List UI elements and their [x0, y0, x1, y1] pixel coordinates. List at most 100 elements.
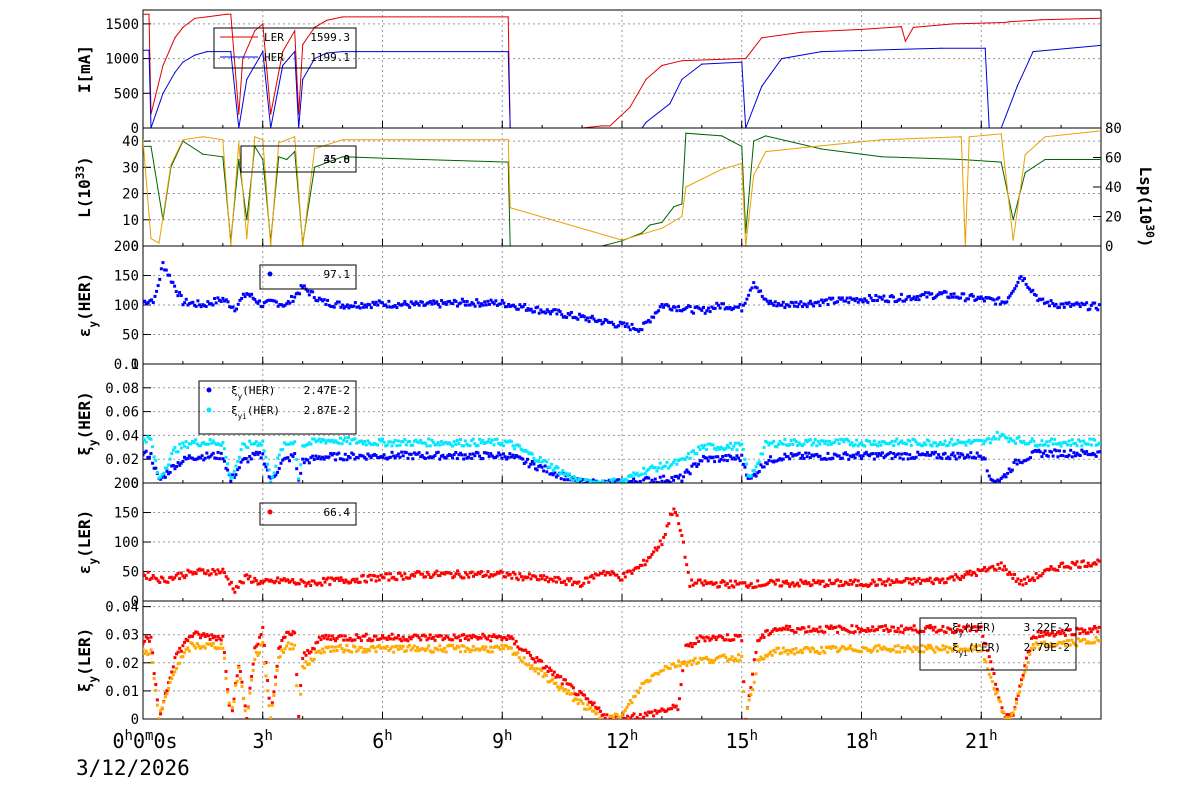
data-point [749, 474, 753, 478]
data-point [837, 296, 841, 300]
data-point [487, 437, 491, 441]
data-point [438, 574, 442, 578]
data-point [695, 636, 699, 640]
data-point [834, 453, 838, 457]
data-point [1093, 438, 1097, 442]
data-point [213, 645, 217, 649]
data-point [792, 453, 796, 457]
data-point [688, 305, 692, 309]
data-point [382, 453, 386, 457]
data-point [922, 293, 926, 297]
data-point [1067, 301, 1071, 305]
data-point [353, 580, 357, 584]
data-point [316, 457, 320, 461]
data-point [216, 442, 220, 446]
data-point [860, 456, 863, 460]
data-point [660, 707, 664, 711]
data-point [995, 297, 999, 301]
data-point [495, 437, 499, 441]
data-point [593, 483, 596, 486]
data-point [276, 304, 280, 308]
data-point [181, 655, 185, 659]
data-point [1029, 636, 1033, 640]
data-point [645, 78, 647, 81]
data-point [253, 646, 257, 650]
data-point [1023, 664, 1027, 668]
data-point [649, 224, 651, 226]
data-point [150, 238, 152, 240]
data-point [1034, 571, 1038, 575]
data-point [251, 442, 255, 446]
data-point [181, 303, 185, 307]
data-point [863, 297, 867, 301]
data-point [700, 581, 704, 585]
data-point [1031, 642, 1035, 646]
data-point [872, 439, 876, 443]
data-point [447, 453, 451, 457]
data-point [281, 304, 285, 308]
data-point [184, 457, 188, 461]
legend: 45.035.8 [240, 145, 357, 173]
data-point [189, 641, 193, 645]
data-point [231, 475, 235, 479]
data-point [761, 583, 765, 587]
data-point [893, 644, 897, 648]
data-point [246, 460, 250, 464]
data-point [256, 653, 260, 657]
data-point [747, 698, 751, 702]
data-point [682, 457, 686, 461]
data-point [353, 301, 357, 305]
data-point [482, 648, 486, 652]
data-point [667, 304, 671, 308]
data-point [635, 328, 639, 332]
data-point [299, 578, 303, 582]
data-point [914, 580, 918, 584]
data-point [645, 469, 649, 473]
data-point [282, 650, 286, 654]
data-point [368, 303, 372, 307]
data-point [722, 638, 726, 642]
data-point [500, 456, 504, 460]
data-point [162, 700, 166, 704]
data-point [818, 454, 822, 458]
data-point [478, 437, 482, 441]
data-point [524, 460, 528, 464]
data-point [476, 451, 480, 455]
data-point [813, 650, 817, 654]
data-point [183, 576, 187, 580]
data-point [553, 308, 557, 312]
data-point [1005, 436, 1009, 440]
data-point [863, 444, 867, 448]
data-point [658, 709, 662, 713]
data-point [680, 479, 684, 483]
data-point [820, 457, 824, 461]
data-point [627, 325, 631, 329]
data-point [536, 659, 540, 663]
data-point [364, 457, 368, 461]
data-point [438, 305, 442, 309]
data-point [901, 299, 905, 303]
y-tick-label: 0.1 [114, 357, 139, 373]
data-point [396, 647, 400, 651]
data-point [789, 452, 793, 456]
data-point [553, 471, 557, 475]
data-point [337, 579, 341, 583]
data-point [737, 441, 741, 445]
data-point [628, 698, 632, 702]
data-point [319, 440, 323, 444]
data-point [286, 456, 290, 460]
data-point [229, 305, 233, 309]
data-point [770, 579, 774, 583]
data-point [642, 321, 646, 325]
data-point [991, 564, 995, 568]
data-point [355, 633, 359, 637]
data-point [353, 437, 357, 441]
data-point [875, 649, 879, 653]
data-point [414, 300, 418, 304]
data-point [633, 566, 637, 570]
data-point [393, 304, 397, 308]
legend-value: 1199.1 [310, 51, 350, 64]
data-point [284, 579, 288, 583]
data-point [179, 571, 183, 575]
data-point [748, 476, 752, 480]
